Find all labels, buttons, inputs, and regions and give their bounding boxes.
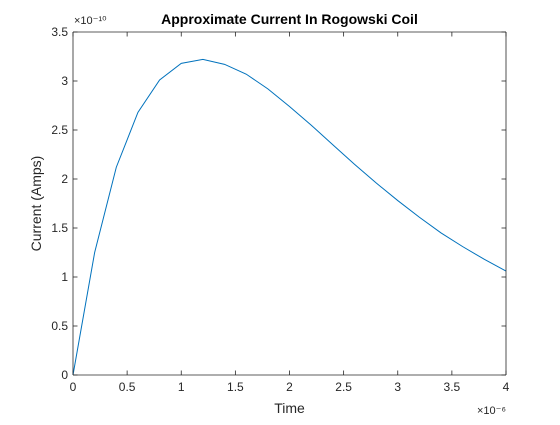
y-tick-label: 1.5 bbox=[51, 221, 68, 235]
y-tick-label: 3.5 bbox=[51, 25, 68, 39]
x-tick-label: 0.5 bbox=[119, 380, 136, 394]
y-tick-label: 1 bbox=[61, 270, 68, 284]
y-exponent-label: ×10⁻¹⁰ bbox=[74, 15, 107, 27]
x-tick-label: 3.5 bbox=[444, 380, 461, 394]
x-tick-label: 4 bbox=[503, 380, 510, 394]
x-tick-label: 1 bbox=[178, 380, 185, 394]
series-line bbox=[72, 58, 507, 376]
x-tick-label: 1.5 bbox=[227, 380, 244, 394]
chart-title: Approximate Current In Rogowski Coil bbox=[161, 11, 418, 27]
y-tick-label: 2 bbox=[61, 172, 68, 186]
y-axis-label: Current (Amps) bbox=[28, 156, 44, 252]
y-tick-label: 2.5 bbox=[51, 123, 68, 137]
y-tick-label: 3 bbox=[61, 74, 68, 88]
x-exponent-label: ×10⁻⁶ bbox=[477, 405, 506, 417]
x-tick-label: 2 bbox=[286, 380, 293, 394]
tick-labels: 0 0.5 1 1.5 2 2.5 3 3.5 4 0 0.5 1 1.5 2 2.5 3 3.5 bbox=[51, 25, 509, 394]
x-tick-label: 2.5 bbox=[335, 380, 352, 394]
x-axis-label: Time bbox=[274, 400, 305, 416]
x-tick-label: 0 bbox=[70, 380, 77, 394]
plot-area bbox=[73, 32, 506, 375]
y-tick-label: 0.5 bbox=[51, 319, 68, 333]
axes-frame bbox=[72, 31, 507, 376]
x-tick-label: 3 bbox=[394, 380, 401, 394]
y-tick-label: 0 bbox=[61, 368, 68, 382]
